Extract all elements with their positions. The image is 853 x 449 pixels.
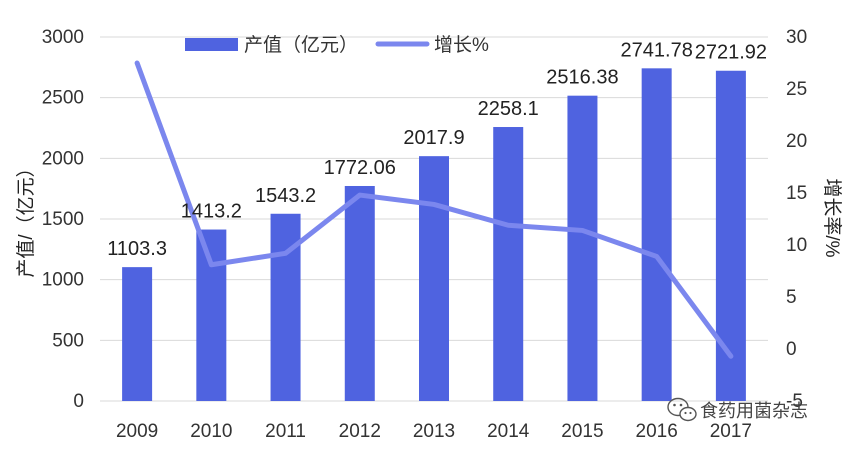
line-series xyxy=(134,60,734,359)
bar-2014 xyxy=(493,127,524,401)
y-tick-label: 2500 xyxy=(42,88,84,109)
watermark: 食药用菌杂志 xyxy=(667,397,808,422)
bar-series xyxy=(122,68,746,402)
right-axis-title: 增长率/% xyxy=(821,178,843,257)
y2-tick-label: 20 xyxy=(786,131,807,152)
y2-tick-label: 5 xyxy=(786,287,797,308)
growth-line xyxy=(134,60,734,359)
bar-2015 xyxy=(567,95,598,401)
wechat-icon xyxy=(667,397,697,422)
y2-tick-label: 30 xyxy=(786,27,807,48)
bar-value-label: 2741.78 xyxy=(621,39,693,61)
bar-2017 xyxy=(715,70,746,402)
x-tick-label: 2010 xyxy=(190,421,232,442)
y-tick-label: 1500 xyxy=(42,209,84,230)
x-tick-label: 2011 xyxy=(265,421,306,442)
bar-value-label: 2516.38 xyxy=(546,67,618,89)
bar-2013 xyxy=(419,156,449,401)
y-tick-label: 3000 xyxy=(42,27,84,48)
bar-2016 xyxy=(641,68,672,402)
bar-value-label: 1543.2 xyxy=(255,185,316,207)
bar-2009 xyxy=(122,267,153,401)
watermark-text: 食药用菌杂志 xyxy=(700,401,808,421)
x-tick-label: 2012 xyxy=(339,421,381,442)
left-axis-title: 产值/（亿元） xyxy=(15,158,37,277)
x-tick-label: 2014 xyxy=(487,421,530,442)
y-tick-label: 1000 xyxy=(42,270,84,291)
left-axis-ticks: 0 500 1000 1500 2000 2500 3000 xyxy=(42,27,84,412)
x-tick-label: 2017 xyxy=(710,421,752,442)
x-axis-ticks: 2009 2010 2011 2012 2013 2014 2015 2016 2017 xyxy=(116,421,752,442)
bar-2012 xyxy=(344,185,375,401)
bar-value-label: 2721.92 xyxy=(695,42,767,64)
x-tick-label: 2016 xyxy=(636,421,678,442)
legend-label-bar: 产值（亿元） xyxy=(244,34,358,56)
bar-value-label: 1103.3 xyxy=(107,238,167,260)
bar-value-label: 2017.9 xyxy=(403,127,464,149)
y2-tick-label: 15 xyxy=(786,183,807,204)
bar-value-label: 2258.1 xyxy=(478,98,539,120)
bar-value-label: 1413.2 xyxy=(181,201,242,223)
x-tick-label: 2015 xyxy=(561,421,603,442)
bar-2010 xyxy=(196,229,227,401)
y2-tick-label: 25 xyxy=(786,79,807,100)
y-tick-label: 2000 xyxy=(42,148,84,169)
legend: 产值（亿元） 增长% xyxy=(185,34,489,56)
right-axis-ticks: -5 0 5 10 15 20 25 30 xyxy=(786,27,807,412)
bar-2011 xyxy=(270,213,301,401)
legend-swatch-bar xyxy=(185,38,238,51)
x-tick-label: 2013 xyxy=(413,421,455,442)
y-tick-label: 500 xyxy=(52,330,84,351)
y2-tick-label: 0 xyxy=(786,339,797,360)
bar-data-labels: 1103.3 1413.2 1543.2 1772.06 2017.9 2258.1 251… xyxy=(107,39,767,260)
y2-tick-label: -5 xyxy=(786,391,803,412)
x-tick-label: 2009 xyxy=(116,421,158,442)
y-tick-label: 0 xyxy=(73,391,84,412)
legend-label-line: 增长% xyxy=(434,34,489,56)
bar-value-label: 1772.06 xyxy=(324,157,396,179)
y2-tick-label: 10 xyxy=(786,235,807,256)
